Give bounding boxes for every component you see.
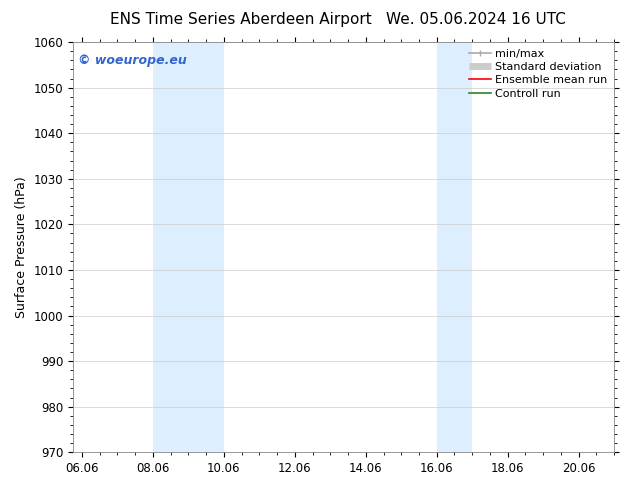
Text: We. 05.06.2024 16 UTC: We. 05.06.2024 16 UTC	[385, 12, 566, 27]
Bar	[437, 42, 472, 452]
Legend: min/max, Standard deviation, Ensemble mean run, Controll run: min/max, Standard deviation, Ensemble me…	[464, 44, 612, 103]
Text: ENS Time Series Aberdeen Airport: ENS Time Series Aberdeen Airport	[110, 12, 372, 27]
Bar	[153, 42, 224, 452]
Y-axis label: Surface Pressure (hPa): Surface Pressure (hPa)	[15, 176, 28, 318]
Text: © woeurope.eu: © woeurope.eu	[79, 54, 187, 67]
